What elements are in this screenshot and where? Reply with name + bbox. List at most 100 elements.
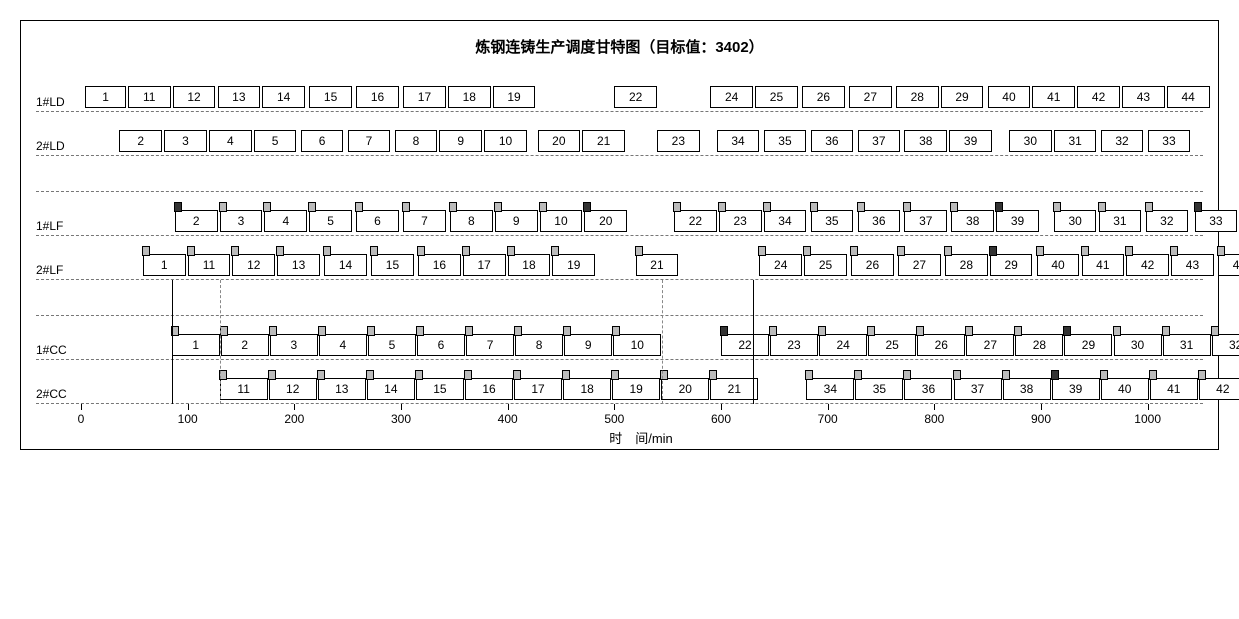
bar-tick — [818, 326, 826, 336]
bar-tick — [514, 326, 522, 336]
gantt-bar: 23 — [770, 334, 818, 356]
gantt-bar: 31 — [1163, 334, 1211, 356]
gantt-bar: 9 — [495, 210, 538, 232]
gantt-bar: 42 — [1077, 86, 1120, 108]
gantt-bar: 32 — [1146, 210, 1189, 232]
gantt-bar: 9 — [439, 130, 482, 152]
bar-tick — [965, 326, 973, 336]
gantt-bar: 19 — [493, 86, 536, 108]
gantt-bar: 21 — [710, 378, 758, 400]
gantt-bar: 1 — [143, 254, 186, 276]
gantt-bar: 26 — [851, 254, 894, 276]
x-tick — [614, 404, 615, 410]
gantt-bar: 34 — [717, 130, 760, 152]
vline — [753, 280, 754, 404]
gantt-bar: 8 — [395, 130, 438, 152]
x-tick — [188, 404, 189, 410]
bar-tick — [612, 326, 620, 336]
x-tick — [721, 404, 722, 410]
bar-tick — [897, 246, 905, 256]
bar-tick — [220, 326, 228, 336]
bar-tick — [513, 370, 521, 380]
gantt-bar: 18 — [448, 86, 491, 108]
bar-tick — [1198, 370, 1206, 380]
bar-tick — [1145, 202, 1153, 212]
x-tick-label: 400 — [498, 412, 518, 426]
gantt-bar: 5 — [368, 334, 416, 356]
gantt-bar: 2 — [175, 210, 218, 232]
row-lane: 1111213141516171819212425262728294041424… — [81, 236, 1201, 279]
gantt-bar: 16 — [356, 86, 399, 108]
bar-tick — [462, 246, 470, 256]
gantt-chart: 炼钢连铸生产调度甘特图（目标值：3402） 1#LD11112131415161… — [20, 20, 1219, 450]
bar-tick — [611, 370, 619, 380]
gantt-bar: 1 — [172, 334, 220, 356]
bar-tick — [551, 246, 559, 256]
bar-tick — [263, 202, 271, 212]
gantt-bar: 43 — [1171, 254, 1214, 276]
gantt-bar: 17 — [514, 378, 562, 400]
gantt-bar: 10 — [613, 334, 661, 356]
row-lane: 234567891020212334353637383930313233 — [81, 112, 1201, 155]
x-tick-label: 1000 — [1134, 412, 1161, 426]
gantt-bar: 35 — [855, 378, 903, 400]
gantt-bar: 6 — [417, 334, 465, 356]
gantt-bar: 15 — [309, 86, 352, 108]
bar-tick — [415, 370, 423, 380]
row-label: 2#CC — [36, 387, 67, 401]
gantt-bar: 12 — [269, 378, 317, 400]
vline — [662, 280, 663, 404]
bar-tick — [562, 370, 570, 380]
gantt-bar: 30 — [1114, 334, 1162, 356]
gantt-bar: 17 — [463, 254, 506, 276]
bar-tick — [276, 246, 284, 256]
gantt-bar: 6 — [356, 210, 399, 232]
bar-tick — [507, 246, 515, 256]
bar-tick — [268, 370, 276, 380]
gantt-bar: 38 — [1003, 378, 1051, 400]
bar-tick — [219, 202, 227, 212]
gantt-bar: 4 — [319, 334, 367, 356]
row-lane: 1112131415161718192021343536373839404142… — [81, 360, 1201, 403]
gantt-bar: 37 — [954, 378, 1002, 400]
row-lane: 1111213141516171819222425262728294041424… — [81, 72, 1201, 111]
bar-tick — [355, 202, 363, 212]
bar-tick — [1014, 326, 1022, 336]
x-axis-title: 时 间/min — [609, 428, 673, 447]
bar-tick — [1217, 246, 1225, 256]
x-tick-label: 900 — [1031, 412, 1051, 426]
bar-tick — [1170, 246, 1178, 256]
gantt-bar: 3 — [164, 130, 207, 152]
gantt-bar: 11 — [128, 86, 171, 108]
bar-tick — [718, 202, 726, 212]
gantt-bar: 11 — [220, 378, 268, 400]
bar-tick — [370, 246, 378, 256]
bar-tick — [187, 246, 195, 256]
gantt-bar: 4 — [209, 130, 252, 152]
bar-tick — [1113, 326, 1121, 336]
gantt-row: 2#CC111213141516171819202134353637383940… — [36, 360, 1203, 404]
gantt-bar: 1 — [85, 86, 126, 108]
bar-tick — [1100, 370, 1108, 380]
bar-tick — [323, 246, 331, 256]
gantt-bar: 12 — [173, 86, 216, 108]
bar-tick — [1194, 202, 1202, 212]
bar-tick — [269, 326, 277, 336]
gantt-bar: 25 — [804, 254, 847, 276]
gantt-bar: 24 — [759, 254, 802, 276]
gantt-bar: 18 — [563, 378, 611, 400]
x-tick — [508, 404, 509, 410]
gantt-bar: 32 — [1101, 130, 1144, 152]
bar-tick — [810, 202, 818, 212]
bar-tick — [1081, 246, 1089, 256]
gantt-bar: 14 — [324, 254, 367, 276]
x-tick — [294, 404, 295, 410]
bar-tick — [944, 246, 952, 256]
gantt-bar: 28 — [896, 86, 939, 108]
bar-tick — [318, 326, 326, 336]
row-label: 1#LD — [36, 95, 65, 109]
gantt-bar: 20 — [584, 210, 627, 232]
gantt-bar: 14 — [262, 86, 305, 108]
row-label: 2#LF — [36, 263, 63, 277]
x-tick-label: 0 — [78, 412, 85, 426]
